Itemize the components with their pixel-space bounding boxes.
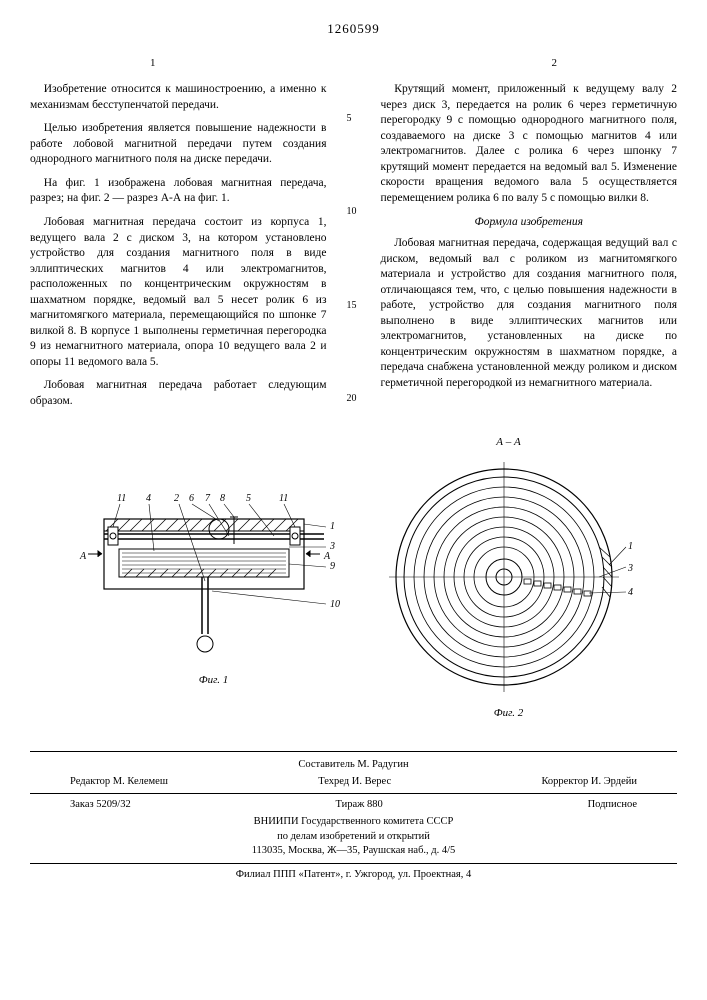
col-num-right: 2: [552, 56, 558, 71]
callout: 11: [117, 493, 126, 504]
address-1: 113035, Москва, Ж—35, Раушская наб., д. …: [30, 844, 677, 859]
left-p5: Лобовая магнитная передача работает след…: [30, 378, 327, 409]
column-page-numbers: 1 2: [30, 56, 677, 71]
line-num: 20: [347, 392, 361, 406]
callout: 5: [246, 493, 251, 504]
callout: 9: [330, 561, 335, 572]
order-number: Заказ 5209/32: [70, 798, 131, 813]
compiler: Составитель М. Радугин: [30, 758, 677, 773]
callout: 3: [627, 563, 633, 574]
line-num: 5: [347, 112, 361, 126]
callout: A: [79, 551, 87, 562]
callout: 10: [330, 599, 340, 610]
line-num: 10: [347, 205, 361, 219]
tirazh: Тираж 880: [335, 798, 382, 813]
left-p1: Изобретение относится к машиностроению, …: [30, 82, 327, 113]
figure-2: А – А: [384, 435, 634, 721]
callout: A: [323, 551, 331, 562]
figures-row: 11 4 6 2 8 7 5 11 1 3 9 10 A A Фиг. 1: [30, 435, 677, 721]
figure-1: 11 4 6 2 8 7 5 11 1 3 9 10 A A Фиг. 1: [74, 469, 354, 688]
patent-number: 1260599: [30, 20, 677, 38]
figure-1-svg: 11 4 6 2 8 7 5 11 1 3 9 10 A A: [74, 469, 354, 669]
callout: 2: [174, 493, 179, 504]
right-p2: Лобовая магнитная передача, содержащая в…: [381, 236, 678, 391]
callout: 1: [628, 541, 633, 552]
right-p1: Крутящий момент, приложенный к ведущему …: [381, 82, 678, 206]
corrector: Корректор И. Эрдейи: [541, 775, 637, 790]
address-2: Филиал ППП «Патент», г. Ужгород, ул. Про…: [30, 868, 677, 883]
callout: 7: [205, 493, 211, 504]
callout: 11: [279, 493, 288, 504]
callout: 4: [628, 587, 633, 598]
text-columns: Изобретение относится к машиностроению, …: [30, 82, 677, 417]
fig2-caption: Фиг. 2: [384, 706, 634, 721]
left-p4: Лобовая магнитная передача состоит из ко…: [30, 215, 327, 370]
figure-2-svg: 1 3 4: [384, 452, 634, 702]
editor: Редактор М. Келемеш: [70, 775, 168, 790]
right-column: Крутящий момент, приложенный к ведущему …: [381, 82, 678, 417]
tech-editor: Техред И. Верес: [318, 775, 391, 790]
callout: 1: [330, 521, 335, 532]
left-p2: Целью изобретения является повышение над…: [30, 121, 327, 168]
subscription: Подписное: [588, 798, 637, 813]
imprint-footer: Составитель М. Радугин Редактор М. Келем…: [30, 751, 677, 883]
callout: 8: [220, 493, 225, 504]
callout: 6: [189, 493, 194, 504]
fig1-caption: Фиг. 1: [74, 673, 354, 688]
left-p3: На фиг. 1 изображена лобовая магнитная п…: [30, 176, 327, 207]
callout: 4: [146, 493, 151, 504]
col-num-left: 1: [150, 56, 156, 71]
line-num: 15: [347, 299, 361, 313]
org-line-2: по делам изобретений и открытий: [30, 830, 677, 845]
line-number-margin: 5 10 15 20: [347, 82, 361, 417]
fig2-section-label: А – А: [384, 435, 634, 450]
org-line-1: ВНИИПИ Государственного комитета СССР: [30, 815, 677, 830]
formula-title: Формула изобретения: [381, 215, 678, 231]
left-column: Изобретение относится к машиностроению, …: [30, 82, 327, 417]
